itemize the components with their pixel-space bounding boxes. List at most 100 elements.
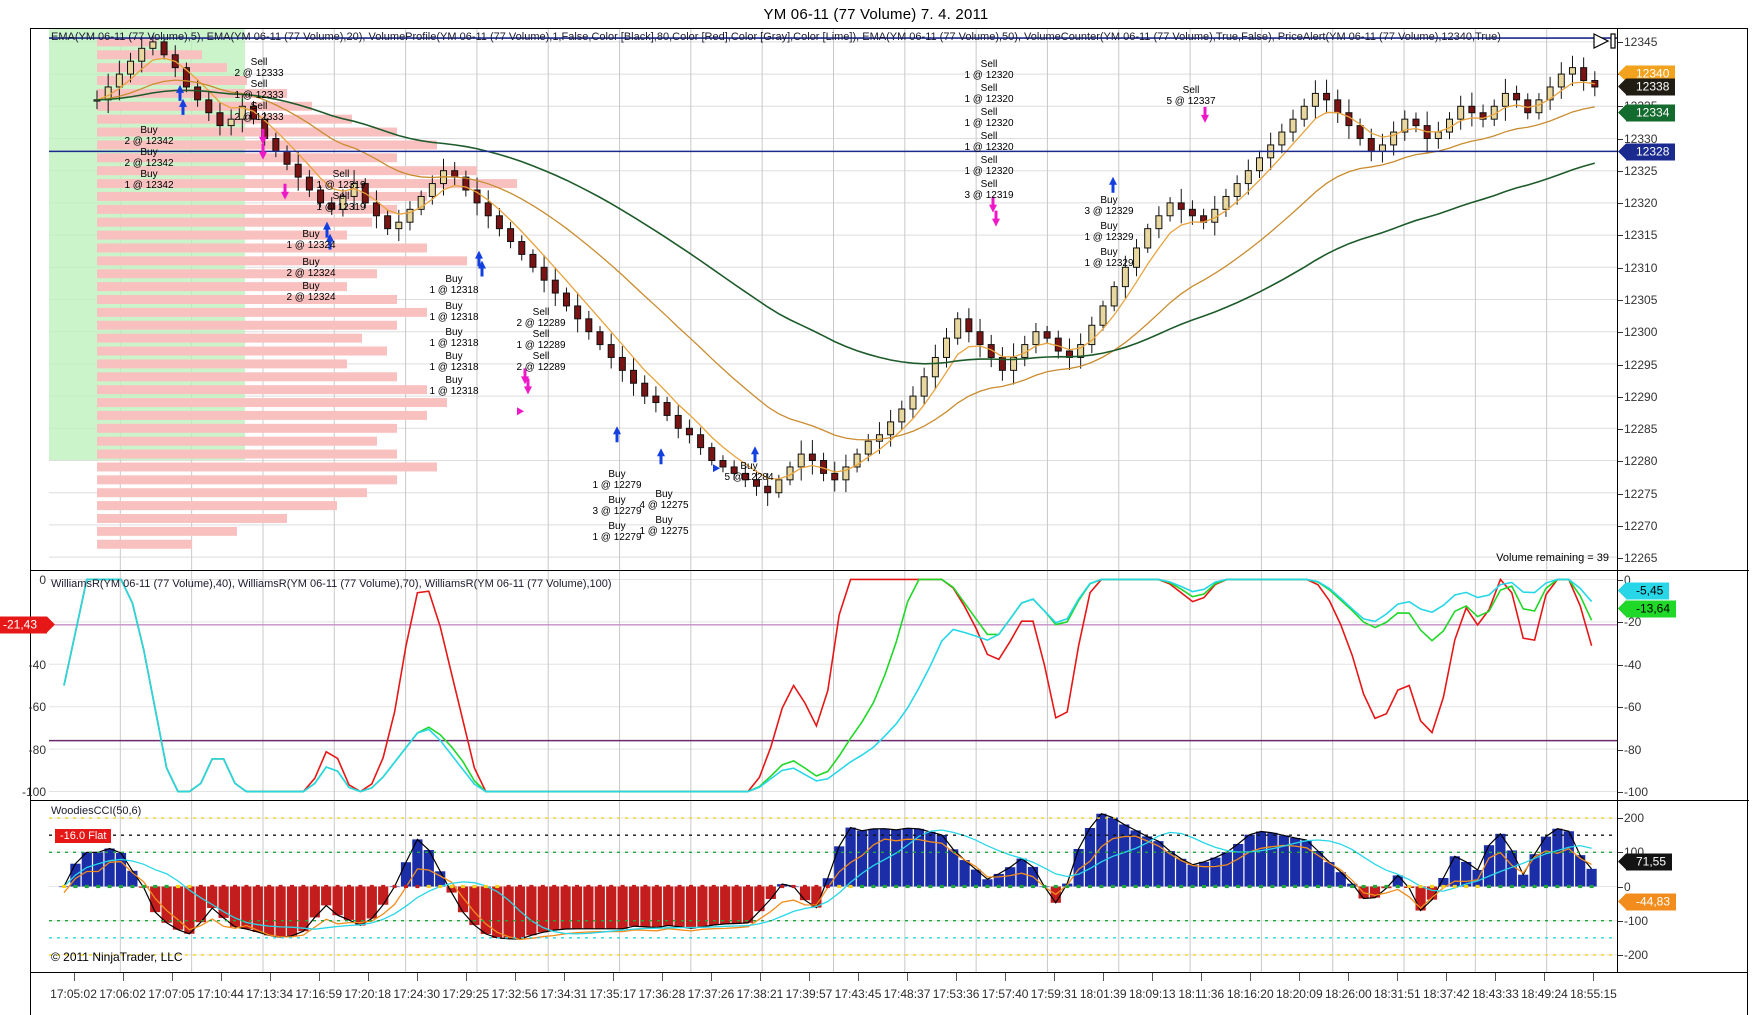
time-axis-tick [220,973,222,981]
price-axis-tick: 12315 [1617,228,1658,243]
price-tag-value: 12340 [1636,66,1670,81]
cci-plot-area[interactable]: -16.0 Flat [49,801,1618,972]
time-axis-tick [661,973,663,981]
time-axis-tick [1152,973,1154,981]
time-axis-label: 17:59:31 [1030,987,1078,1001]
time-axis-label: 17:38:21 [736,987,784,1001]
time-axis-tick [1397,973,1399,981]
time-axis-tick [1103,973,1105,981]
williams-pane[interactable]: 0-20-40-60-80-100-21,43 WilliamsR(YM 06-… [0,571,1749,801]
price-axis-tick: 12280 [1617,454,1658,469]
price-tag[interactable]: 12340 [1617,65,1676,83]
time-axis-label: 17:05:02 [50,987,97,1001]
time-axis-label: 18:16:20 [1226,987,1274,1001]
trade-annotation: Buy 1 @ 12279 [592,469,642,491]
time-axis-label: 17:43:45 [834,987,882,1001]
time-axis-label: 17:29:25 [442,987,490,1001]
price-axis-tick: 12285 [1617,422,1658,437]
price-axis-tick: 12320 [1617,196,1658,211]
time-axis-tick [563,973,565,981]
trade-annotation: Buy 2 @ 12342 [124,125,174,147]
time-axis-tick [269,973,271,981]
trade-annotation: Sell 1 @ 12319 [316,191,366,213]
trade-annotation: Buy 3 @ 12329 [1084,195,1134,217]
williams-value-tag[interactable]: -5,45 [1617,582,1670,600]
williams-left-tick: -100 [21,785,46,800]
price-axis-tick: 12330 [1617,131,1658,146]
williams-tag-value: -5,45 [1636,583,1664,598]
time-axis-label: 17:37:26 [687,987,735,1001]
williams-tag-pointer [1618,600,1626,617]
price-tag[interactable]: 12334 [1617,104,1676,122]
time-axis-label: 17:10:44 [197,987,244,1001]
trade-annotation: Sell 1 @ 12289 [516,329,566,351]
williams-left-value-tag[interactable]: -21,43 [0,616,56,634]
williams-axis[interactable]: 0 -20 -40 -60 -80 -100 -5,45 -13,64 [1617,571,1749,800]
trade-annotation: Buy 1 @ 12318 [429,301,479,323]
cci-axis-tick: -200 [1617,947,1649,962]
time-axis[interactable]: 17:05:02 17:06:02 17:07:05 17:10:44 17:13:34… [30,973,1748,1015]
time-axis-label: 18:43:33 [1472,987,1519,1001]
time-axis-tick [1250,973,1252,981]
price-axis-tick: 12275 [1617,486,1658,501]
price-tag[interactable]: 12328 [1617,143,1676,161]
time-axis-tick [1348,973,1350,981]
williams-left-tag-pointer [47,616,55,633]
price-axis[interactable]: 1234512340123351233012325123201231512310… [1617,29,1749,570]
price-axis-tick: 12325 [1617,163,1658,178]
price-plot-area[interactable]: Sell 2 @ 12333 Sell 1 @ 12333 Sell 2 @ 12333 B… [49,29,1618,570]
price-left-gutter [31,29,49,570]
trade-annotation: Buy 1 @ 12318 [429,274,479,296]
trade-annotation: Sell 2 @ 12333 [234,101,284,123]
time-axis-label: 17:13:34 [246,987,293,1001]
time-axis-label: 18:09:13 [1128,987,1176,1001]
time-axis-label: 18:20:09 [1275,987,1323,1001]
chart-title-bar: YM 06-11 (77 Volume) 7. 4. 2011 [0,0,1752,28]
trade-annotation: Sell 1 @ 12320 [964,131,1014,153]
williams-left-tick: -80 [28,742,46,757]
williams-axis-tick: 0 [1618,572,1631,587]
time-axis-tick [416,973,418,981]
time-axis-label: 17:39:57 [785,987,833,1001]
price-tag[interactable]: 12338 [1617,78,1676,96]
time-axis-label: 18:31:51 [1374,987,1421,1001]
williams-plot-area[interactable] [49,571,1618,800]
time-axis-label: 17:24:30 [393,987,441,1001]
cci-value-tag[interactable]: -44,83 [1617,893,1677,911]
trade-annotation: Buy 3 @ 12279 [592,495,642,517]
cci-axis[interactable]: 200 100 0 -100 -200 71,55 -44,83 [1617,801,1749,972]
cci-pane[interactable]: -16.0 Flat WoodiesCCI(50,6) © 2011 Ninja… [31,801,1749,972]
cci-value-tag[interactable]: 71,55 [1617,853,1673,871]
time-axis-label: 17:16:59 [295,987,343,1001]
price-tag-pointer [1618,143,1626,160]
trade-annotation: Buy 1 @ 12329 [1084,221,1134,243]
time-axis-label: 17:32:56 [491,987,539,1001]
price-candles-layer [49,29,1618,570]
trade-annotation: Sell 5 @ 12337 [1166,85,1216,107]
time-axis-label: 17:35:17 [589,987,637,1001]
trade-annotation: Buy 5 @ 12284 [724,461,774,483]
williams-axis-tick: -80 [1617,742,1642,757]
replay-play-icon[interactable] [1592,32,1618,50]
williams-left-tick: -40 [28,657,46,672]
williams-value-tag[interactable]: -13,64 [1617,600,1677,618]
trade-annotation: Buy 1 @ 12318 [429,351,479,373]
time-axis-label: 17:57:40 [981,987,1029,1001]
time-axis-label: 17:20:18 [344,987,392,1001]
price-pane[interactable]: Sell 2 @ 12333 Sell 1 @ 12333 Sell 2 @ 12333 B… [31,29,1749,571]
cci-left-gutter [31,801,49,972]
trade-annotation: Buy 1 @ 12318 [429,375,479,397]
price-axis-tick: 12265 [1617,551,1658,566]
time-axis-label: 17:36:28 [638,987,686,1001]
trade-annotation: Buy 1 @ 12275 [639,515,689,537]
time-axis-label: 18:01:39 [1079,987,1127,1001]
williams-tag-pointer [1618,582,1626,599]
cci-tag-value: 71,55 [1636,854,1667,869]
time-axis-label: 17:48:37 [883,987,931,1001]
williams-axis-tick: -60 [1617,700,1642,715]
trade-annotation: Sell 1 @ 12319 [316,169,366,191]
time-axis-tick [465,973,467,981]
copyright-label: © 2011 NinjaTrader, LLC [51,950,183,964]
time-axis-label: 17:34:31 [540,987,588,1001]
